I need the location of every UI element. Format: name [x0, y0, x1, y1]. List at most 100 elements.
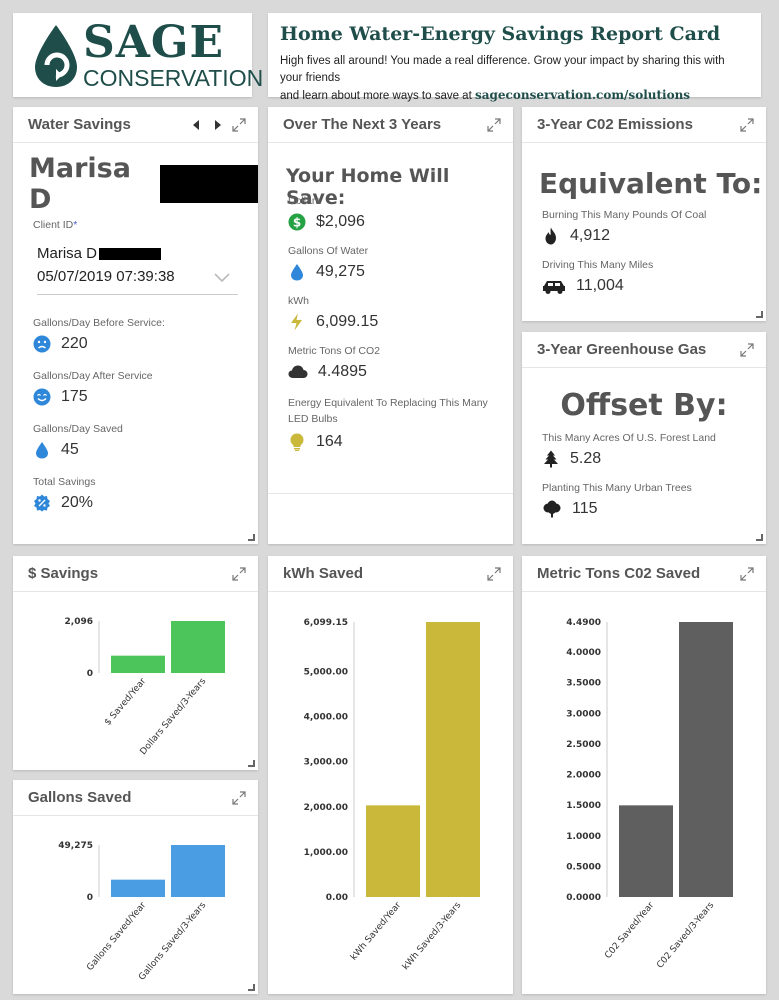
expand-icon[interactable]	[232, 790, 246, 805]
x-category-label: Gallons Saved/3-Years	[137, 900, 208, 982]
water-drop-icon	[36, 442, 48, 459]
y-tick-label: 0	[87, 893, 93, 903]
kwh-saved-card: kWh Saved 0.00 1,000.00 2,000.00 3,000.00 4,…	[268, 556, 513, 994]
chevron-down-icon[interactable]	[214, 273, 230, 283]
expand-icon[interactable]	[740, 342, 754, 357]
x-category-label: $ Saved/Year	[103, 676, 148, 727]
kwh-saved-header: kWh Saved	[268, 556, 513, 592]
car-icon	[543, 281, 565, 294]
resize-handle[interactable]	[248, 534, 255, 541]
bar	[366, 805, 420, 897]
stat-before: Gallons/Day Before Service: 220	[33, 317, 165, 353]
emissions-stats: Burning This Many Pounds Of Coal 4,912 D…	[542, 209, 757, 312]
stat-dollars: Dollars $ $2,096	[288, 195, 365, 231]
greenhouse-stats: This Many Acres Of U.S. Forest Land 5.28…	[542, 432, 757, 535]
y-tick-label: 0.0000	[566, 893, 601, 903]
stat-after: Gallons/Day After Service 175	[33, 370, 153, 406]
stat-gallons: Gallons Of Water 49,275	[288, 245, 369, 281]
bar	[619, 805, 673, 897]
dollar-savings-header: $ Savings	[13, 556, 258, 592]
card-title: Over The Next 3 Years	[283, 116, 442, 133]
gallons-saved-card: Gallons Saved 0 49,275 Gallons Saved/Year G…	[13, 780, 258, 994]
stat-forest: This Many Acres Of U.S. Forest Land 5.28	[542, 432, 716, 468]
y-tick-label: 0	[87, 669, 93, 679]
stat-total: Total Savings 20%	[33, 476, 96, 512]
page-subtitle: High fives all around! You made a real d…	[280, 55, 725, 102]
stat-bulbs: Energy Equivalent To Replacing This Many…	[288, 397, 488, 451]
emissions-card: 3-Year C02 Emissions Equivalent To: Burn…	[522, 107, 766, 321]
expand-icon[interactable]	[740, 117, 754, 132]
emissions-header: 3-Year C02 Emissions	[522, 107, 766, 143]
previous-arrow-icon[interactable]	[192, 119, 200, 130]
expand-icon[interactable]	[740, 566, 754, 581]
stat-saved: Gallons/Day Saved 45	[33, 423, 123, 459]
redaction-box	[99, 247, 162, 260]
pine-tree-icon	[544, 450, 558, 468]
client-select[interactable]: Marisa D 05/07/2019 07:39:38	[37, 245, 238, 295]
co2-saved-header: Metric Tons C02 Saved	[522, 556, 766, 592]
bar	[171, 845, 225, 897]
cloud-icon	[288, 365, 308, 378]
lightbulb-icon	[290, 433, 304, 451]
co2-saved-chart: 0.0000 0.5000 1.0000 1.5000 2.0000 2.5000 3.00…	[566, 618, 733, 971]
select-name: Marisa D	[37, 245, 98, 262]
x-category-label: kWh Saved/3-Years	[401, 900, 464, 972]
greenhouse-card: 3-Year Greenhouse Gas Offset By: This Ma…	[522, 332, 766, 544]
y-tick-label: 49,275	[58, 841, 93, 851]
dollar-savings-card: $ Savings 0 2,096 $ Saved/Year Dollars Save…	[13, 556, 258, 770]
solutions-link[interactable]: sageconservation.com/solutions	[474, 88, 691, 102]
greenhouse-header: 3-Year Greenhouse Gas	[522, 332, 766, 368]
water-savings-card: Water Savings Marisa D Client ID* Marisa…	[13, 107, 258, 544]
stat-co2: Metric Tons Of CO2 4.4895	[288, 345, 380, 380]
water-savings-header: Water Savings	[13, 107, 258, 143]
y-tick-label: 5,000.00	[304, 668, 348, 678]
client-name: Marisa D	[29, 153, 131, 215]
stat-trees: Planting This Many Urban Trees 115	[542, 482, 692, 518]
y-tick-label: 4.4900	[566, 618, 601, 628]
x-category-label: kWh Saved/Year	[349, 900, 403, 962]
tree-icon	[543, 500, 561, 518]
y-tick-label: 2.0000	[566, 771, 601, 781]
water-stats: Gallons/Day Before Service: 220 Gallons/…	[33, 317, 243, 529]
svg-text:$: $	[293, 216, 301, 230]
resize-handle[interactable]	[248, 760, 255, 767]
page-title: Home Water-Energy Savings Report Card	[280, 23, 721, 45]
x-category-label: Dollars Saved/3-Years	[138, 676, 208, 757]
expand-icon[interactable]	[232, 566, 246, 581]
flame-icon	[545, 227, 556, 245]
happy-face-icon	[33, 388, 51, 406]
y-tick-label: 6,099.15	[304, 618, 348, 628]
expand-icon[interactable]	[487, 566, 501, 581]
expand-icon[interactable]	[487, 117, 501, 132]
card-title: kWh Saved	[283, 565, 364, 582]
expand-icon[interactable]	[232, 117, 246, 132]
resize-handle[interactable]	[248, 984, 255, 991]
card-title: Metric Tons C02 Saved	[537, 565, 701, 582]
y-tick-label: 3.0000	[566, 709, 601, 719]
y-tick-label: 1,000.00	[304, 848, 348, 858]
stat-kwh: kWh 6,099.15	[288, 295, 379, 331]
logo-card: SAGE CONSERVATION	[13, 13, 263, 97]
stat-coal: Burning This Many Pounds Of Coal 4,912	[542, 209, 707, 245]
card-title: 3-Year Greenhouse Gas	[537, 341, 707, 358]
sad-face-icon	[33, 335, 51, 353]
card-title: Water Savings	[28, 116, 131, 133]
y-tick-label: 0.00	[326, 893, 348, 903]
y-tick-label: 0.5000	[566, 862, 601, 872]
next3-heading: Your Home Will Save:	[286, 165, 450, 209]
resize-handle[interactable]	[756, 534, 763, 541]
stat-miles: Driving This Many Miles 11,004	[542, 259, 654, 294]
next-arrow-icon[interactable]	[214, 119, 222, 130]
water-drop-icon	[291, 264, 303, 281]
y-tick-label: 2,096	[65, 617, 93, 627]
bar	[111, 655, 165, 673]
sage-drop-logo-icon	[35, 25, 77, 87]
resize-handle[interactable]	[756, 311, 763, 318]
bar	[426, 622, 480, 897]
y-tick-label: 3,000.00	[304, 758, 348, 768]
y-tick-label: 1.0000	[566, 832, 601, 842]
percent-badge-icon	[34, 494, 50, 512]
select-datetime: 05/07/2019 07:39:38	[37, 268, 175, 285]
